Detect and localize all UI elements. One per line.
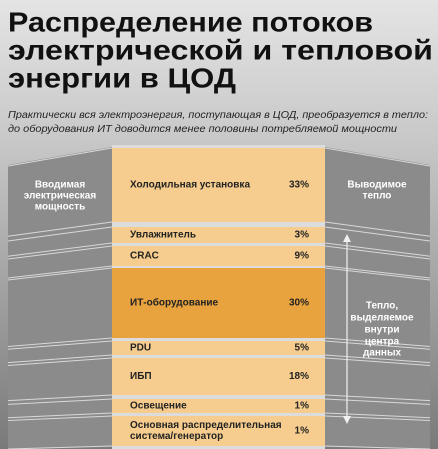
flow-line	[324, 221, 431, 237]
row	[112, 246, 325, 266]
row-value: 1%	[295, 426, 310, 437]
row-value: 18%	[289, 371, 309, 382]
left-panel	[8, 147, 112, 449]
inner-label: Тепло,	[366, 301, 399, 312]
row-value: 33%	[289, 180, 309, 191]
flow-line	[7, 267, 113, 281]
inner-label: данных	[363, 348, 402, 359]
flow-line	[7, 340, 113, 350]
flow-line	[324, 226, 431, 242]
row-label: CRAC	[130, 251, 159, 262]
flow-line	[324, 340, 431, 350]
flow-line	[324, 394, 431, 402]
flow-line	[324, 245, 431, 260]
row-value: 1%	[295, 401, 310, 412]
right-panel	[325, 147, 430, 449]
row	[112, 341, 325, 355]
row-value: 30%	[289, 298, 309, 309]
subtitle: Практически вся электроэнергия, поступаю…	[8, 109, 428, 121]
flow-line	[7, 242, 113, 257]
flow-line	[324, 265, 431, 279]
title: Распределение потоков	[8, 6, 373, 37]
row	[112, 416, 325, 446]
left-label: мощность	[35, 202, 85, 213]
row	[112, 227, 325, 243]
row-value: 5%	[295, 343, 310, 354]
row-value: 3%	[295, 230, 310, 241]
row	[112, 268, 325, 338]
flow-line	[7, 394, 113, 402]
flow-line	[324, 412, 431, 419]
left-label: Вводимая	[35, 180, 86, 191]
flow-line	[7, 354, 113, 364]
flow-line	[324, 357, 431, 366]
flow-line	[324, 242, 431, 257]
row-label: Основная распределительная	[130, 420, 282, 431]
flow-line	[7, 412, 113, 419]
flow-line	[7, 415, 113, 422]
row-label: ИБП	[130, 371, 152, 382]
row-label: Холодильная установка	[130, 180, 250, 191]
inner-label: центра	[365, 337, 400, 348]
title: электрической и тепловой	[8, 34, 433, 65]
inner-label: внутри	[364, 325, 399, 336]
flow-line	[7, 357, 113, 366]
flow-line	[7, 337, 113, 347]
flow-line	[324, 398, 431, 405]
flow-line	[7, 398, 113, 405]
flow-line	[7, 226, 113, 242]
arrow-head	[343, 234, 351, 242]
flow-line	[324, 415, 431, 422]
row-label: Освещение	[130, 401, 187, 412]
flow-line	[324, 267, 431, 281]
flow-line	[7, 221, 113, 237]
row	[112, 358, 325, 395]
right-label: тепло	[363, 191, 392, 202]
arrow-head	[343, 416, 351, 424]
row	[112, 399, 325, 413]
row-label: Увлажнитель	[130, 230, 196, 241]
flow-line	[7, 147, 113, 167]
row-label: система/генератор	[130, 431, 223, 442]
right-label: Выводимое	[347, 180, 407, 191]
flow-line	[324, 354, 431, 364]
row-label: PDU	[130, 343, 151, 354]
title: энергии в ЦОД	[8, 62, 236, 93]
flow-line	[7, 265, 113, 279]
row	[112, 148, 325, 222]
flow-line	[324, 147, 431, 167]
left-label: электрическая	[24, 191, 97, 202]
subtitle: до оборудования ИТ доводится менее полов…	[8, 123, 397, 135]
flow-line	[324, 337, 431, 347]
inner-label: выделяемое	[350, 313, 414, 324]
flow-line	[7, 245, 113, 260]
row-label: ИТ-оборудование	[130, 297, 219, 309]
row-value: 9%	[295, 251, 310, 262]
